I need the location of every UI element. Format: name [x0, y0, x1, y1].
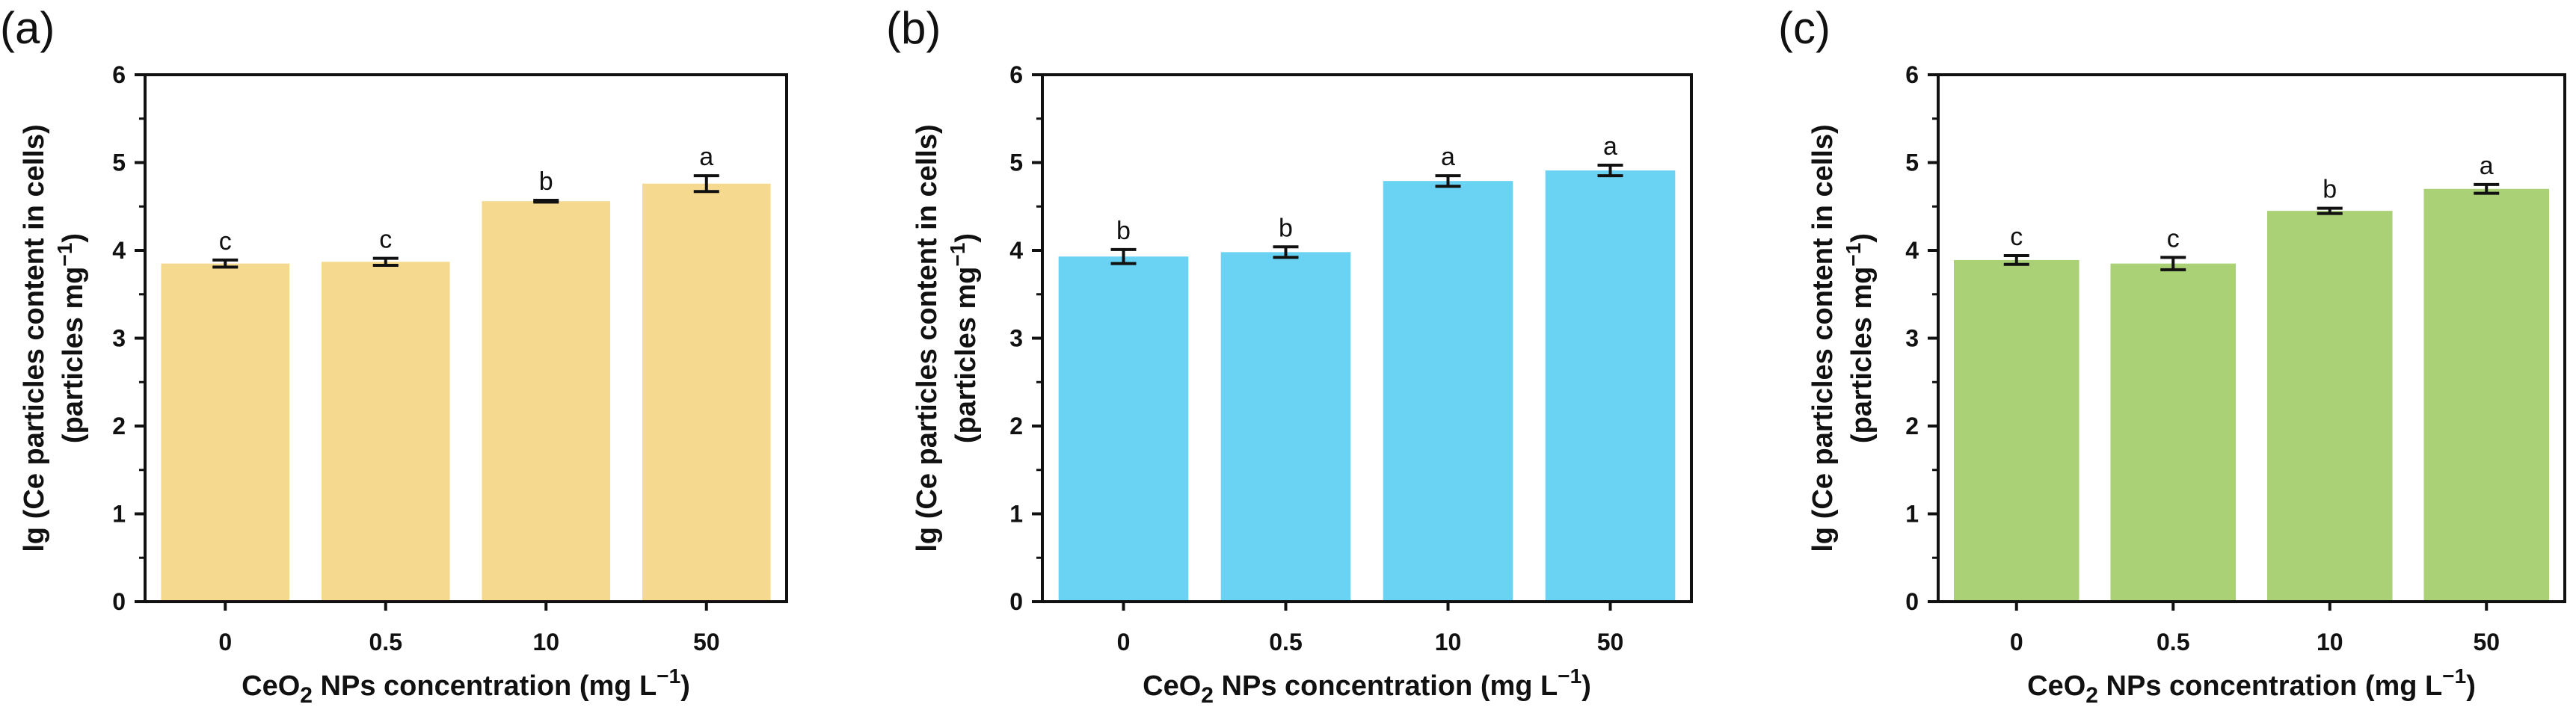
bar [321, 262, 450, 602]
x-axis-title: CeO2 NPs concentration (mg L−1) [242, 664, 690, 708]
error-bar [212, 258, 239, 269]
significance-label: a [1603, 132, 1617, 161]
x-tick-label: 50 [693, 629, 720, 655]
bar [1220, 252, 1351, 602]
x-tick-label: 10 [1435, 629, 1462, 655]
bar [1545, 170, 1676, 602]
y-tick-label: 4 [1009, 237, 1023, 264]
bar [1953, 259, 2079, 602]
panel-letter: (a) [0, 3, 55, 53]
y-tick-label: 6 [112, 61, 126, 88]
bar [482, 201, 611, 602]
y-tick-label: 4 [112, 237, 126, 264]
y-axis-title-line2: (particles mg−1) [1842, 233, 1878, 443]
error-bar [1110, 247, 1137, 265]
chart-panel-1: (a) c 0 c 0.5 b 10 a 50 0 1 2 3 4 5 6 lg (Ce particles c… [0, 3, 788, 708]
y-tick-label: 2 [112, 413, 126, 439]
error-bar [1435, 174, 1461, 188]
chart-panel-2: (b) b 0 b 0.5 a 10 a 50 0 1 2 3 4 5 6 lg (Ce particles c… [886, 3, 1693, 708]
bar [2423, 188, 2550, 602]
x-axis-title: CeO2 NPs concentration (mg L−1) [1143, 664, 1591, 708]
panel-letter: (c) [1778, 3, 1830, 53]
bar [642, 183, 771, 602]
y-axis-title-line1: lg (Ce particles content in cells) [912, 124, 943, 552]
x-tick-label: 0.5 [1269, 629, 1302, 655]
bar [1383, 181, 1513, 602]
y-tick-label: 3 [112, 325, 126, 352]
error-bar [533, 199, 559, 204]
bar [2266, 211, 2393, 602]
x-tick-label: 0.5 [369, 629, 402, 655]
chart-panel-3: (c) c 0 c 0.5 b 10 a 50 0 1 2 3 4 5 6 lg (Ce particles c… [1778, 3, 2566, 708]
x-tick-label: 10 [2317, 629, 2343, 655]
y-tick-label: 0 [1009, 588, 1023, 615]
x-tick-label: 0.5 [2157, 629, 2189, 655]
x-tick-label: 50 [2473, 629, 2500, 655]
x-tick-label: 0 [1117, 629, 1131, 655]
y-tick-label: 0 [1905, 588, 1919, 615]
bar [161, 263, 290, 602]
y-axis-title-line2: (particles mg−1) [53, 233, 89, 443]
error-bar [2317, 206, 2343, 215]
y-tick-label: 1 [1009, 501, 1023, 528]
y-tick-label: 3 [1009, 325, 1023, 352]
significance-label: b [539, 167, 553, 196]
y-tick-label: 3 [1905, 325, 1919, 352]
error-bar [372, 256, 399, 267]
significance-label: c [2010, 223, 2023, 251]
y-tick-label: 2 [1905, 413, 1919, 439]
y-tick-label: 6 [1905, 61, 1919, 88]
significance-label: b [1116, 217, 1131, 245]
significance-label: a [1441, 143, 1455, 171]
y-tick-label: 2 [1009, 413, 1023, 439]
significance-label: a [699, 143, 713, 171]
error-bar [2474, 182, 2500, 195]
plot-frame [1041, 73, 1693, 603]
error-bar [2160, 256, 2186, 271]
y-axis-title-line1: lg (Ce particles content in cells) [1807, 124, 1839, 552]
plot-frame [1937, 73, 2566, 603]
significance-label: b [2323, 176, 2337, 204]
error-bar [2003, 254, 2029, 266]
x-tick-label: 10 [532, 629, 559, 655]
significance-label: c [2167, 224, 2180, 253]
panel-letter: (b) [886, 3, 941, 53]
y-tick-label: 4 [1905, 237, 1919, 264]
bar [1058, 256, 1189, 602]
y-tick-label: 5 [1905, 149, 1919, 176]
y-tick-label: 5 [112, 149, 126, 176]
error-bar [1597, 164, 1623, 178]
plot-frame [144, 73, 788, 603]
x-tick-label: 0 [2010, 629, 2023, 655]
y-tick-label: 6 [1009, 61, 1023, 88]
significance-label: b [1279, 214, 1293, 242]
x-tick-label: 0 [218, 629, 232, 655]
y-tick-label: 1 [1905, 501, 1919, 528]
error-bar [1273, 245, 1299, 259]
significance-label: c [379, 226, 392, 254]
y-axis-title-line2: (particles mg−1) [946, 233, 982, 443]
error-bar [693, 174, 719, 194]
y-tick-label: 0 [112, 588, 126, 615]
y-axis-title-line1: lg (Ce particles content in cells) [19, 124, 50, 552]
bar [2110, 263, 2237, 602]
y-tick-label: 1 [112, 501, 126, 528]
x-tick-label: 50 [1597, 629, 1624, 655]
x-axis-title: CeO2 NPs concentration (mg L−1) [2027, 664, 2476, 708]
significance-label: c [219, 227, 232, 256]
significance-label: a [2480, 152, 2494, 180]
y-tick-label: 5 [1009, 149, 1023, 176]
